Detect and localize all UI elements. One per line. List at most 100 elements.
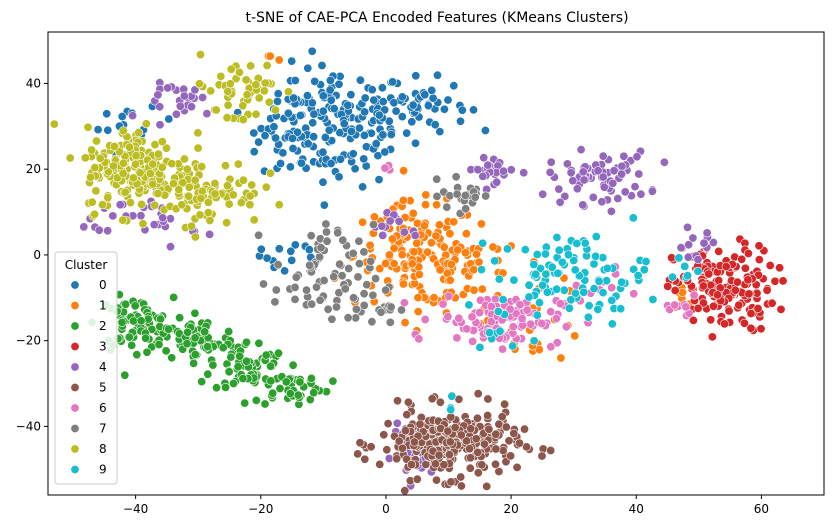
point-cluster-3 bbox=[663, 281, 673, 291]
point-cluster-5 bbox=[519, 424, 529, 434]
point-cluster-8 bbox=[95, 153, 105, 163]
point-cluster-2 bbox=[183, 327, 193, 337]
point-cluster-1 bbox=[439, 242, 449, 252]
point-cluster-4 bbox=[568, 176, 578, 186]
point-cluster-0 bbox=[260, 131, 270, 141]
point-cluster-0 bbox=[288, 144, 298, 154]
x-tick-label: 20 bbox=[503, 502, 518, 516]
point-cluster-1 bbox=[472, 249, 482, 259]
point-cluster-1 bbox=[461, 229, 471, 239]
point-cluster-1 bbox=[412, 238, 422, 248]
point-cluster-9 bbox=[534, 298, 544, 308]
point-cluster-0 bbox=[102, 109, 112, 119]
plot-points bbox=[49, 46, 788, 496]
point-cluster-0 bbox=[302, 91, 312, 101]
point-cluster-2 bbox=[240, 398, 250, 408]
point-cluster-5 bbox=[355, 438, 365, 448]
point-cluster-4 bbox=[566, 168, 576, 178]
point-cluster-8 bbox=[270, 105, 280, 115]
point-cluster-2 bbox=[203, 342, 213, 352]
point-cluster-8 bbox=[260, 78, 270, 88]
point-cluster-3 bbox=[706, 315, 716, 325]
point-cluster-0 bbox=[354, 123, 364, 133]
point-cluster-2 bbox=[224, 367, 234, 377]
point-cluster-2 bbox=[167, 353, 177, 363]
point-cluster-0 bbox=[318, 91, 328, 101]
point-cluster-9 bbox=[540, 249, 550, 259]
point-cluster-7 bbox=[376, 307, 386, 317]
point-cluster-9 bbox=[602, 263, 612, 273]
point-cluster-2 bbox=[254, 338, 264, 348]
point-cluster-3 bbox=[708, 301, 718, 311]
point-cluster-9 bbox=[629, 264, 639, 274]
point-cluster-2 bbox=[229, 378, 239, 388]
point-cluster-2 bbox=[154, 339, 164, 349]
point-cluster-5 bbox=[473, 468, 483, 478]
point-cluster-8 bbox=[193, 143, 203, 153]
point-cluster-6 bbox=[546, 342, 556, 352]
point-cluster-3 bbox=[753, 303, 763, 313]
point-cluster-1 bbox=[429, 293, 439, 303]
point-cluster-7 bbox=[396, 305, 406, 315]
y-tick-label: 20 bbox=[26, 162, 41, 176]
point-cluster-0 bbox=[249, 128, 259, 138]
point-cluster-4 bbox=[478, 171, 488, 181]
point-cluster-0 bbox=[318, 177, 328, 187]
point-cluster-0 bbox=[309, 132, 319, 142]
legend-marker-4 bbox=[70, 362, 80, 372]
point-cluster-2 bbox=[175, 313, 185, 323]
point-cluster-7 bbox=[366, 256, 376, 266]
point-cluster-0 bbox=[307, 46, 317, 56]
point-cluster-4 bbox=[163, 83, 173, 93]
point-cluster-7 bbox=[323, 304, 333, 314]
point-cluster-7 bbox=[337, 271, 347, 281]
point-cluster-8 bbox=[174, 185, 184, 195]
point-cluster-5 bbox=[392, 396, 402, 406]
point-cluster-7 bbox=[291, 272, 301, 282]
point-cluster-9 bbox=[447, 391, 457, 401]
legend-label-1: 1 bbox=[99, 299, 107, 313]
point-cluster-4 bbox=[572, 184, 582, 194]
point-cluster-8 bbox=[245, 200, 255, 210]
point-cluster-2 bbox=[260, 399, 270, 409]
point-cluster-1 bbox=[409, 247, 419, 257]
point-cluster-8 bbox=[251, 109, 261, 119]
point-cluster-6 bbox=[689, 290, 699, 300]
point-cluster-6 bbox=[468, 336, 478, 346]
point-cluster-8 bbox=[141, 119, 151, 129]
point-cluster-3 bbox=[721, 262, 731, 272]
point-cluster-8 bbox=[131, 159, 141, 169]
point-cluster-2 bbox=[218, 343, 228, 353]
point-cluster-0 bbox=[411, 71, 421, 81]
point-cluster-5 bbox=[444, 450, 454, 460]
point-cluster-7 bbox=[354, 236, 364, 246]
point-cluster-6 bbox=[681, 302, 691, 312]
point-cluster-6 bbox=[551, 313, 561, 323]
point-cluster-0 bbox=[360, 93, 370, 103]
point-cluster-4 bbox=[546, 157, 556, 167]
point-cluster-3 bbox=[740, 263, 750, 273]
point-cluster-9 bbox=[529, 336, 539, 346]
point-cluster-4 bbox=[617, 169, 627, 179]
legend-marker-9 bbox=[70, 464, 80, 474]
point-cluster-0 bbox=[310, 76, 320, 86]
point-cluster-9 bbox=[617, 277, 627, 287]
point-cluster-9 bbox=[591, 232, 601, 242]
point-cluster-4 bbox=[149, 220, 159, 230]
point-cluster-0 bbox=[443, 95, 453, 105]
point-cluster-0 bbox=[272, 96, 282, 106]
point-cluster-9 bbox=[554, 245, 564, 255]
point-cluster-2 bbox=[309, 388, 319, 398]
point-cluster-1 bbox=[381, 258, 391, 268]
point-cluster-7 bbox=[359, 247, 369, 257]
point-cluster-2 bbox=[120, 370, 130, 380]
point-cluster-0 bbox=[283, 108, 293, 118]
point-cluster-5 bbox=[477, 460, 487, 470]
point-cluster-2 bbox=[295, 377, 305, 387]
point-cluster-9 bbox=[532, 250, 542, 260]
point-cluster-9 bbox=[508, 341, 518, 351]
point-cluster-5 bbox=[483, 394, 493, 404]
point-cluster-9 bbox=[580, 238, 590, 248]
point-cluster-5 bbox=[497, 412, 507, 422]
point-cluster-8 bbox=[210, 179, 220, 189]
